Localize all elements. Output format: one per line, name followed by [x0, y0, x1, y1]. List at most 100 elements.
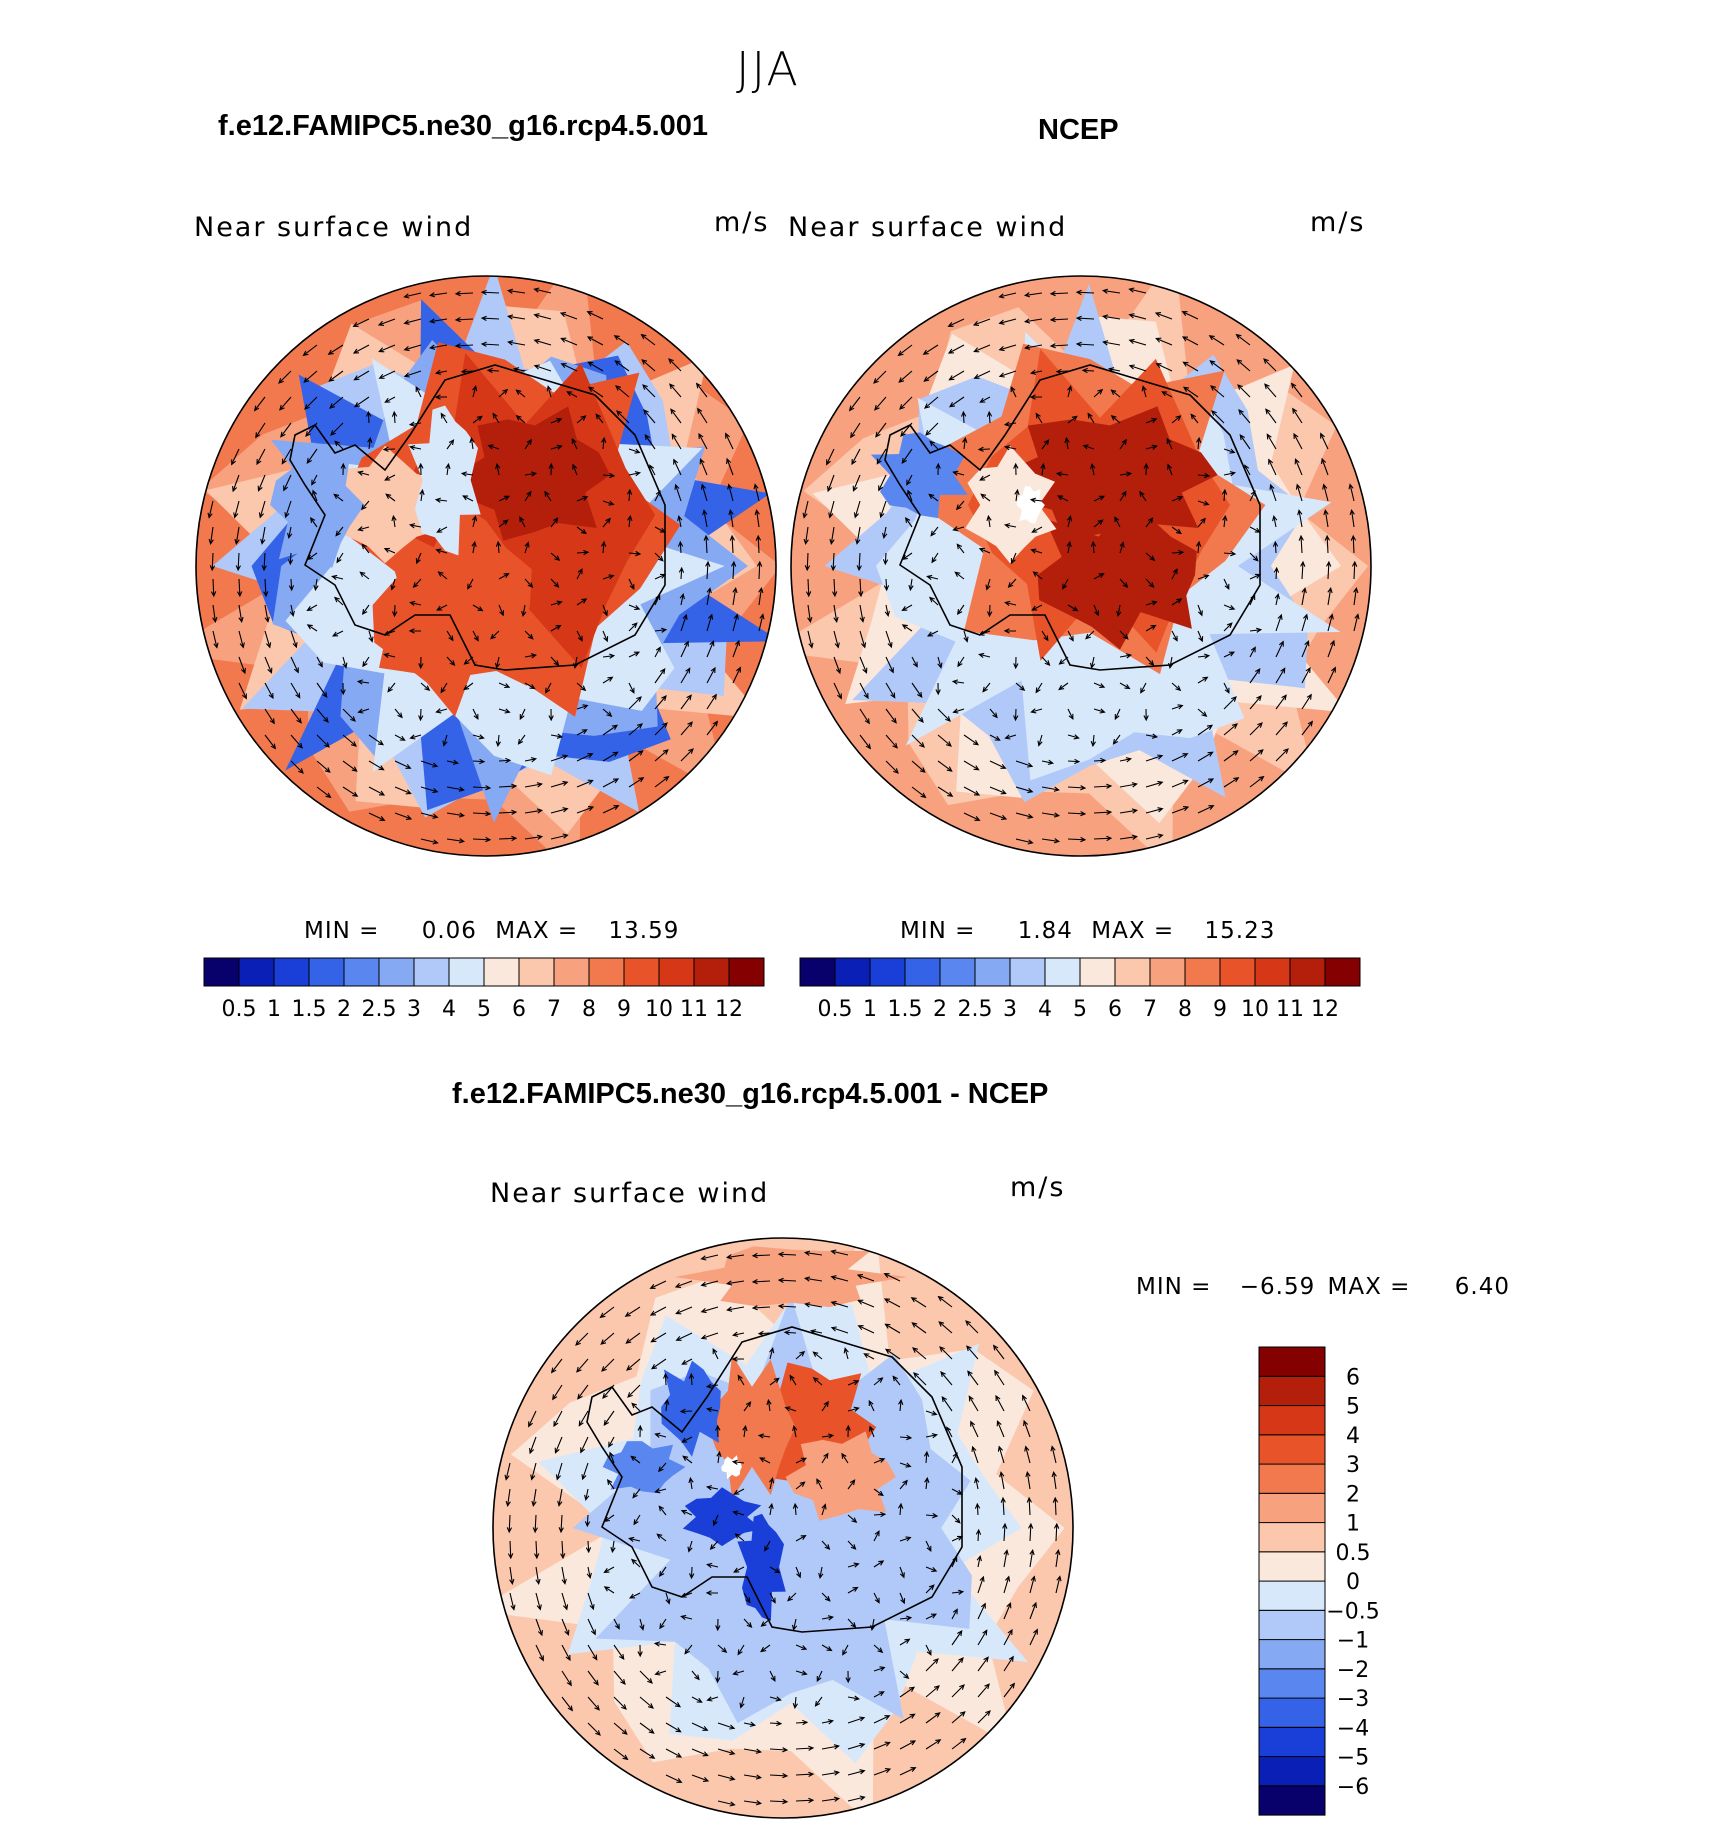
wind-vector [925, 1540, 932, 1553]
colorbar-tick-label: −5 [1337, 1746, 1369, 1771]
wind-vector [524, 834, 544, 840]
wind-vector [601, 1358, 615, 1372]
wind-vector [828, 500, 835, 519]
contour-patch [1016, 486, 1045, 524]
wind-vector [830, 1275, 849, 1282]
colorbar-swatch [1258, 1346, 1326, 1377]
wind-vector [807, 630, 814, 649]
wind-vector [1119, 834, 1139, 840]
wind-vector [633, 1514, 641, 1526]
wind-vector [768, 1477, 775, 1490]
wind-vector [833, 656, 841, 675]
wind-vector [368, 760, 385, 771]
wind-vector [1041, 656, 1051, 667]
wind-vector [599, 1306, 615, 1319]
wind-vector [1025, 1470, 1031, 1490]
wind-vector [403, 370, 422, 378]
wind-vector [898, 1398, 904, 1412]
wind-vector [394, 708, 403, 719]
wind-vector [963, 786, 981, 796]
wind-vector [1275, 640, 1284, 658]
wind-vector [654, 1670, 667, 1676]
wind-vector [446, 630, 454, 642]
wind-vector [234, 526, 240, 546]
colorbar-swatch [904, 957, 941, 987]
wind-vector [471, 540, 477, 554]
contour-field [493, 1238, 1073, 1818]
wind-vector [1327, 613, 1334, 632]
wind-vector [353, 370, 370, 381]
colorbar-tick-label: 0.5 [222, 997, 257, 1022]
wind-vector [821, 1452, 829, 1464]
wind-vector [1024, 1445, 1031, 1464]
colorbar-swatch [728, 957, 765, 987]
wind-vector [601, 436, 607, 450]
wind-vector [1093, 388, 1104, 398]
wind-vector [759, 1457, 771, 1464]
contour-patch [965, 445, 1057, 564]
wind-vector [454, 317, 474, 323]
wind-vector [238, 682, 247, 700]
wind-vector [769, 1566, 781, 1574]
wind-vector [911, 656, 918, 668]
wind-vector [1030, 548, 1043, 554]
wind-vector [677, 514, 683, 528]
colorbar-swatch [203, 957, 240, 987]
wind-vector [566, 391, 578, 398]
wind-vector [876, 448, 887, 465]
colorbar-swatch [378, 957, 415, 987]
wind-vector [261, 552, 267, 572]
wind-vector [357, 526, 370, 532]
wind-vector [816, 1478, 823, 1490]
wind-vector [687, 1540, 693, 1553]
wind-vector [994, 1369, 1005, 1386]
wind-vector [758, 586, 764, 606]
wind-vector [673, 458, 682, 476]
wind-vector [1197, 630, 1204, 643]
wind-vector [333, 493, 344, 502]
wind-vector [290, 656, 299, 674]
wind-vector [650, 1358, 667, 1370]
wind-vector [383, 547, 396, 554]
wind-vector [628, 723, 643, 736]
wind-vector [901, 448, 913, 465]
wind-vector [809, 1329, 823, 1335]
wind-vector [847, 1380, 860, 1386]
panel-units-diff: m/s [1010, 1172, 1066, 1203]
wind-vector [700, 1254, 719, 1261]
wind-vector [654, 593, 661, 606]
wind-vector [654, 695, 667, 710]
colorbar-tick-label: 8 [582, 997, 596, 1022]
wind-vector [992, 1344, 1005, 1360]
wind-vector [853, 500, 861, 519]
min-max-diff: MIN = −6.59 MAX = 6.40 [1136, 1274, 1510, 1300]
wind-vector [1327, 586, 1333, 606]
wind-vector [561, 1696, 574, 1712]
wind-vector [533, 338, 552, 346]
wind-vector [926, 630, 939, 637]
wind-vector [504, 1462, 511, 1481]
wind-vector [951, 1737, 967, 1750]
wind-vector [804, 1302, 823, 1308]
wind-vector [1062, 578, 1069, 590]
wind-vector [897, 344, 913, 357]
wind-vector [743, 1721, 757, 1727]
wind-vector [352, 344, 370, 354]
wind-vector [602, 630, 609, 643]
wind-vector [615, 385, 630, 398]
wind-vector [1015, 838, 1034, 845]
wind-vector [642, 384, 656, 398]
contour-patch [270, 442, 365, 568]
wind-vector [873, 1666, 886, 1672]
wind-vector [1107, 367, 1121, 373]
wind-vector [847, 1514, 858, 1524]
wind-vector [603, 1586, 615, 1594]
wind-vector [1085, 630, 1095, 640]
wind-vector [467, 578, 474, 590]
wind-vector [873, 1592, 880, 1604]
colorbar-swatch [623, 957, 660, 987]
colorbar-swatch [1258, 1492, 1326, 1524]
wind-vector [974, 1476, 980, 1490]
wind-vector [925, 1658, 939, 1672]
wind-vector [669, 383, 682, 398]
